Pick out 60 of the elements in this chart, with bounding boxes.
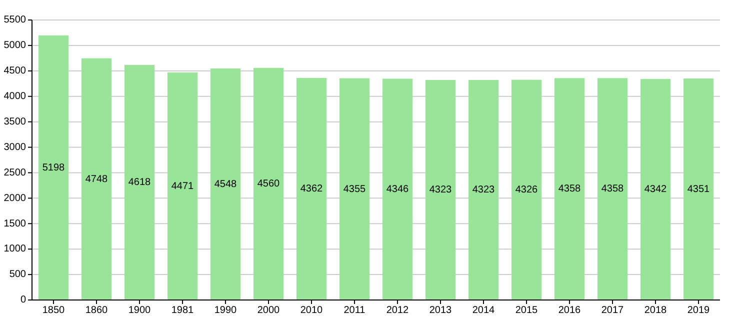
data-label: 4560 <box>257 178 280 190</box>
y-tick-label: 5500 <box>4 14 26 26</box>
x-tick-label: 1900 <box>128 305 152 316</box>
x-tick-label: 1850 <box>42 305 66 316</box>
bar <box>167 72 198 300</box>
bar <box>81 58 112 300</box>
data-label: 4355 <box>343 184 366 195</box>
data-label: 5198 <box>42 162 66 174</box>
data-label: 4323 <box>429 184 452 196</box>
data-label: 4351 <box>687 184 710 195</box>
y-tick-label: 3000 <box>4 142 26 153</box>
bar <box>210 68 241 300</box>
y-tick-label: 0 <box>20 294 26 306</box>
data-label: 4362 <box>300 184 324 195</box>
bar <box>38 35 69 300</box>
bar <box>382 78 413 300</box>
data-label: 4471 <box>171 180 194 192</box>
data-label: 4342 <box>644 184 668 196</box>
x-tick-label: 2012 <box>386 305 410 316</box>
bar <box>683 78 714 300</box>
data-label: 4618 <box>128 177 152 188</box>
x-tick-label: 1990 <box>214 305 238 316</box>
x-tick-label: 1860 <box>85 305 108 316</box>
bar <box>124 64 155 300</box>
x-tick-label: 2010 <box>300 305 324 316</box>
data-label: 4326 <box>515 184 538 196</box>
bar <box>468 80 499 300</box>
bar <box>339 78 370 300</box>
bar <box>253 68 284 300</box>
data-label: 4346 <box>386 184 410 196</box>
y-tick-label: 1000 <box>4 244 26 255</box>
bar <box>640 78 671 300</box>
bar <box>554 78 585 300</box>
x-tick-label: 2019 <box>687 305 710 316</box>
bar <box>597 78 628 300</box>
x-tick-label: 2015 <box>515 305 538 316</box>
x-tick-label: 2014 <box>472 305 496 316</box>
x-tick-label: 1981 <box>171 305 194 316</box>
bar <box>296 78 327 300</box>
y-tick-label: 2000 <box>4 192 26 204</box>
y-tick-label: 500 <box>9 269 26 280</box>
x-tick-label: 2017 <box>601 305 624 316</box>
y-tick-label: 4000 <box>4 91 26 102</box>
x-tick-label: 2000 <box>257 305 280 316</box>
data-label: 4748 <box>85 174 108 185</box>
x-tick-label: 2011 <box>344 305 366 316</box>
data-label: 4358 <box>601 184 624 195</box>
x-tick-label: 2013 <box>429 305 452 316</box>
bar <box>511 80 542 300</box>
x-tick-label: 2018 <box>644 305 668 316</box>
y-tick-label: 4500 <box>4 66 26 77</box>
data-label: 4548 <box>214 178 238 190</box>
y-tick-label: 1500 <box>4 218 26 230</box>
data-label: 4358 <box>558 184 582 195</box>
bar <box>425 80 456 300</box>
y-tick-label: 3500 <box>4 116 26 128</box>
y-tick-label: 2500 <box>4 167 26 178</box>
y-tick-label: 5000 <box>4 40 26 52</box>
x-tick-label: 2016 <box>558 305 582 316</box>
data-label: 4323 <box>472 184 496 196</box>
